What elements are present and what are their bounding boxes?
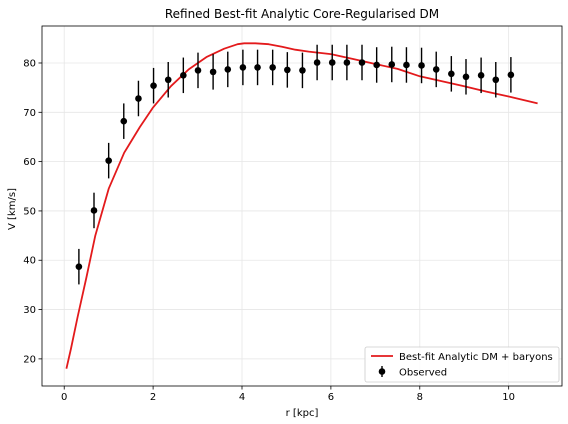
y-tick-label: 20 [23, 354, 36, 365]
y-tick-label: 40 [23, 256, 36, 267]
plot-frame [41, 25, 563, 387]
observed-point [120, 117, 128, 125]
y-tick-label: 70 [23, 108, 36, 119]
y-tick-label: 30 [23, 305, 36, 316]
x-axis-label: r [kpc] [286, 408, 319, 419]
y-tick-label: 60 [23, 157, 36, 168]
observed-point [284, 66, 291, 74]
legend-label-fit: Best-fit Analytic DM + baryons [399, 352, 553, 363]
observed-point [180, 72, 187, 79]
y-tick-label: 80 [23, 58, 36, 69]
axis-ticks: 0 2 4 6 8 10 20 30 40 50 60 70 80 [23, 58, 515, 403]
observed-point [209, 68, 217, 76]
observed-point [492, 76, 500, 84]
legend-frame [364, 346, 560, 383]
observed-point [343, 59, 351, 66]
y-tick-label: 50 [23, 206, 36, 217]
grid [42, 26, 562, 386]
observed-point [403, 61, 410, 69]
observed-point [328, 59, 336, 66]
observed-point [313, 59, 321, 66]
legend-marker-swatch [378, 368, 386, 375]
observed-point [477, 72, 485, 79]
plot-series [65, 42, 538, 369]
observed-point [105, 157, 112, 164]
observed-point [135, 95, 142, 102]
observed-point [358, 59, 366, 66]
observed-point [418, 62, 425, 69]
observed-point [254, 64, 261, 71]
y-axis-label: V [km/s] [7, 188, 18, 230]
observed-point [239, 64, 247, 71]
observed-point [269, 64, 276, 71]
x-tick-label: 8 [417, 392, 423, 403]
observed-point [194, 67, 202, 74]
legend: Best-fit Analytic DM + baryons Observed [364, 346, 560, 383]
observed-point [388, 61, 396, 68]
x-tick-label: 2 [150, 392, 156, 403]
x-tick-label: 10 [502, 392, 515, 403]
observed-point [299, 67, 306, 74]
observed-point [507, 71, 515, 79]
observed-point [462, 73, 470, 81]
observed-point [164, 76, 172, 84]
chart-title: Refined Best-fit Analytic Core-Regularis… [165, 7, 439, 21]
observed-point [373, 61, 380, 69]
x-tick-label: 6 [328, 392, 334, 403]
observed-point [448, 70, 455, 78]
observed-point [150, 82, 157, 89]
legend-label-observed: Observed [399, 368, 447, 379]
x-tick-label: 4 [239, 392, 245, 403]
observed-point [75, 263, 83, 270]
observed-point [90, 207, 98, 214]
x-tick-label: 0 [61, 392, 67, 403]
fit-curve-line [65, 42, 538, 369]
observed-point [432, 66, 440, 73]
observed-point [224, 66, 232, 73]
